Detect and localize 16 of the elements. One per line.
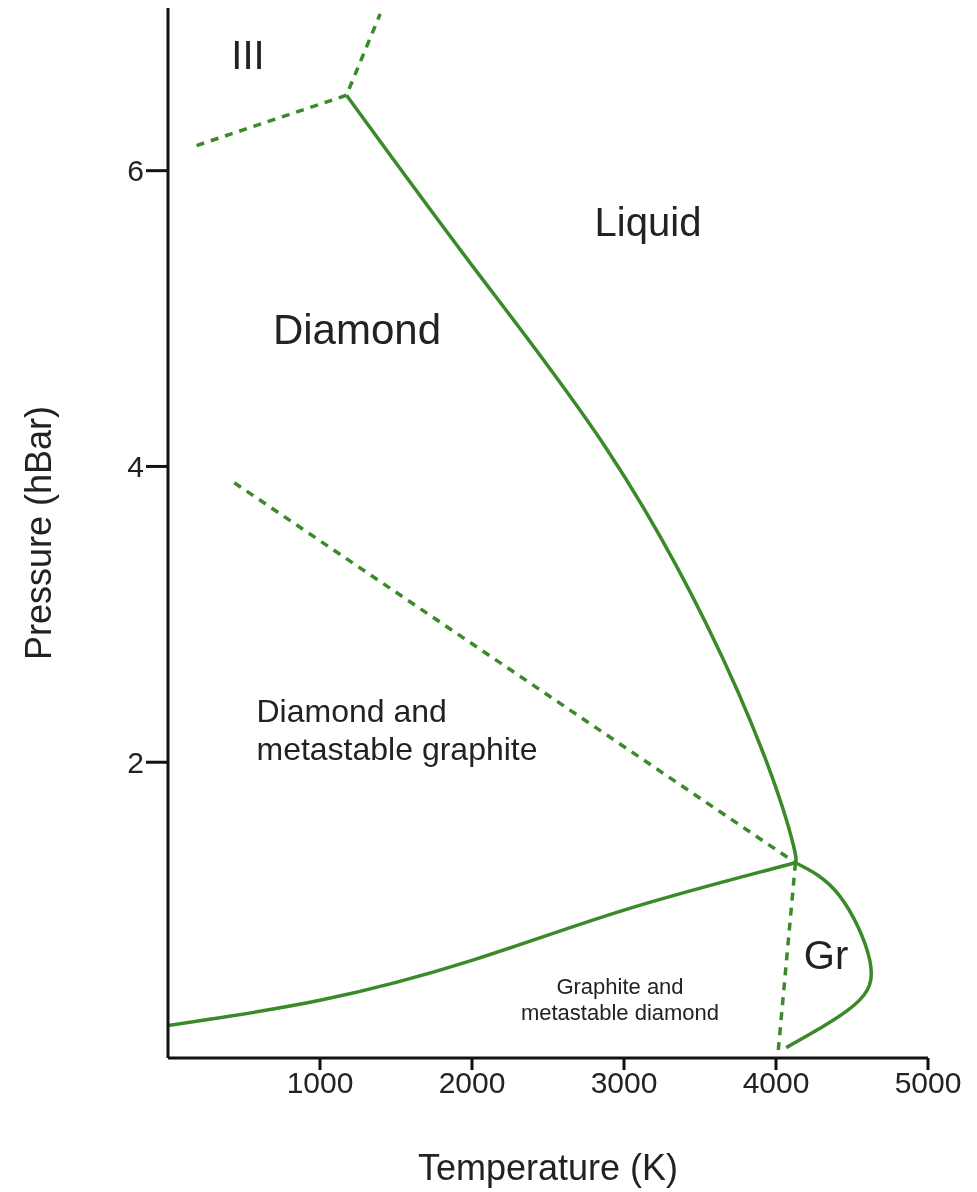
annotation: Gr [803,932,849,979]
annotation: Diamond [272,304,442,355]
annotation: III [231,32,265,79]
annotation: Liquid [594,199,702,246]
annotation: Diamond and metastable graphite [256,691,538,769]
annotation: Graphite and metastable diamond [520,973,720,1027]
y-tick-label: 6 [127,154,144,188]
x-axis-title: Temperature (K) [417,1147,679,1188]
x-tick-label: 3000 [590,1066,658,1100]
x-tick-label: 2000 [438,1066,506,1100]
y-tick-label: 2 [127,745,144,779]
y-axis-title: Pressure (hBar) [17,405,59,661]
x-tick-label: 5000 [894,1066,962,1100]
x-tick-label: 4000 [742,1066,810,1100]
y-tick-label: 4 [127,450,144,484]
x-tick-label: 1000 [286,1066,354,1100]
